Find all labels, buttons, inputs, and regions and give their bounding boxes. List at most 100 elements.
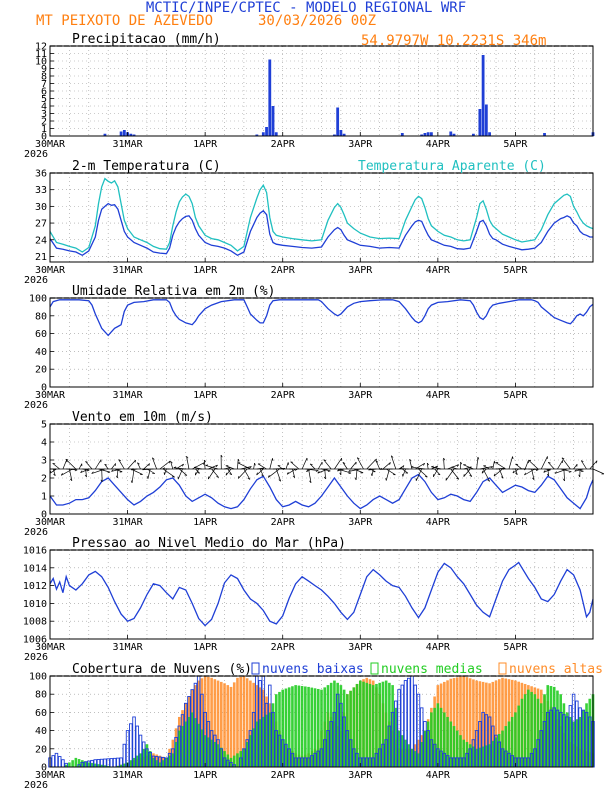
cloud-bar-mid [294,685,297,767]
cloud-bar-mid [533,694,537,767]
y-tick-label: 33 [35,185,47,196]
wind-arrow [179,468,188,476]
wind-arrow [495,462,506,470]
wind-arrow-head [69,478,73,481]
y-tick-label: 7 [41,79,47,90]
cloud-bar-mid [297,685,301,767]
wind-arrow-head [306,469,309,472]
wind-arrow-head [500,476,504,479]
y-tick-label: 0 [41,763,47,774]
precip-bar [449,131,453,136]
cloud-bar-high [223,683,226,767]
wind-arrow-head [261,467,264,470]
cloud-bar-mid [323,687,327,767]
wind-arrow [337,468,352,474]
precip-bar [271,106,275,136]
humidity-panel: 0 20 40 60 80 100 30MAR 31MAR 1APR 2APR 3APR 4APR 5A… [24,284,594,411]
wind-arrow [337,468,345,472]
wind-arrow [80,468,89,473]
wind-arrow [49,468,57,474]
wind-arrow-head [203,459,206,463]
wind-arrow [159,460,171,470]
wind-arrow [309,463,316,470]
y-tick-label: 1006 [23,635,47,646]
precip-bar [342,133,346,136]
wind-arrow [561,457,571,470]
cloud-bar-mid [329,682,333,767]
cloud-bar-high [210,677,213,767]
wind-arrow [111,468,122,472]
cloud-bar-mid [362,681,365,767]
wind-arrow-head [348,469,351,472]
cloud-bar-high [239,676,242,767]
cloud-bar-mid [491,740,495,767]
wind-arrow [162,468,175,478]
wind-arrow [143,463,150,470]
wind-arrow-head [309,480,312,484]
cloud-bar-mid [68,762,71,767]
wind-arrow [323,459,332,470]
temperature-line [49,202,593,257]
cloud-bar-mid [468,744,472,767]
x-axis-year: 2026 [24,400,48,411]
y-tick-label: 8 [41,72,47,83]
wind-arrow-head [515,472,518,475]
wind-arrow-head [546,473,550,477]
wind-arrow [317,468,329,474]
wind-arrow-head [237,458,240,462]
wind-arrow [177,468,183,480]
precip-bar [129,133,133,136]
wind-arrow [524,460,529,470]
wind-arrow-head [186,456,189,459]
wind-arrow-head [524,472,527,476]
cloud-bar-mid [569,716,572,767]
cloud-legend-swatch [498,662,507,675]
x-tick-day-label: 1APR [193,770,218,781]
cloud-bar-mid [527,689,530,767]
wind-arrow-head [337,469,340,472]
y-tick-label: 1016 [23,546,47,557]
wind-arrow [131,468,135,483]
cloud-bar-mid [100,764,104,767]
wind-arrow-head [130,480,133,483]
cloud-bar-mid [455,730,459,767]
cloud-bar-mid [433,707,436,767]
wind-arrow [290,461,300,470]
wind-arrow [164,468,167,475]
wind-arrow [78,463,83,470]
wind-arrow [557,460,563,470]
cloud-bar-mid [588,698,592,767]
wind-arrow [479,466,493,470]
cloud-bar-mid [536,698,540,767]
cloud-bar-mid [123,763,126,767]
precip-bar [255,134,259,136]
x-tick-day-label: 5APR [503,390,528,401]
cloud-bar-high [158,755,162,767]
cloud-bar-mid [168,755,171,767]
cloud-bar-mid [543,694,546,767]
wind-arrow-head [561,457,565,460]
wind-arrow-head [229,473,232,476]
x-tick-day-label: 31MAR [113,517,144,528]
y-tick-label: 40 [35,726,47,737]
wind-arrow-head [402,465,405,468]
wind-arrow [192,462,205,470]
y-tick-label: 36 [35,169,47,180]
cloud-bar-high [485,682,488,767]
wind-arrow [402,468,406,477]
wind-arrow-head [74,469,78,472]
cloud-bar-mid [197,723,200,767]
wind-arrow [238,468,248,479]
y-tick-label: 30 [35,202,47,213]
wind-arrow-head [578,474,581,478]
wind-arrow [195,468,199,476]
wind-arrow-head [148,463,150,467]
wind-arrow [515,468,518,475]
wind-arrow [91,468,106,474]
wind-arrow [305,468,319,471]
x-tick-day-label: 30MAR [35,265,66,276]
cloud-bar-mid [187,716,191,767]
wind-arrow-head [574,469,577,472]
y-tick-label: 80 [35,311,47,322]
